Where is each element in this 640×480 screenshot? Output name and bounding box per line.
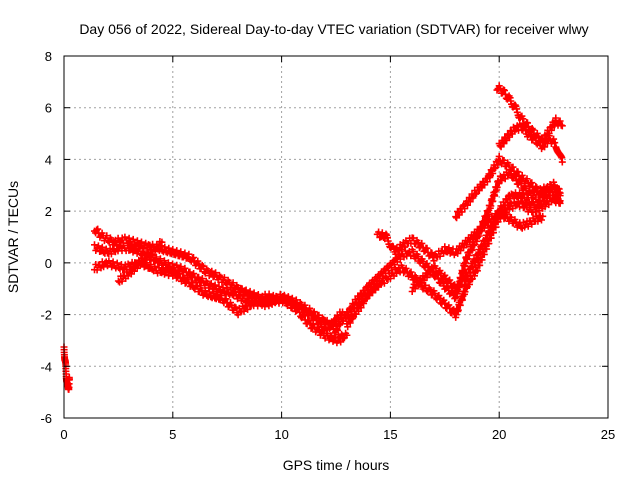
x-tick-label: 5 bbox=[169, 427, 176, 442]
y-tick-label: -2 bbox=[40, 308, 52, 323]
data-point-markers bbox=[452, 152, 564, 222]
data-point-markers bbox=[60, 343, 73, 393]
x-tick-label: 20 bbox=[492, 427, 506, 442]
x-axis-label: GPS time / hours bbox=[283, 457, 390, 473]
data-point-markers bbox=[408, 182, 564, 295]
y-axis-label: SDTVAR / TECUs bbox=[5, 181, 21, 293]
x-tick-label: 0 bbox=[60, 427, 67, 442]
data-point-markers bbox=[91, 256, 351, 347]
plot-frame bbox=[63, 55, 609, 419]
grid-lines bbox=[64, 56, 608, 418]
data-point-markers bbox=[343, 192, 564, 331]
data-point-markers bbox=[495, 120, 566, 166]
y-tick-label: -6 bbox=[40, 411, 52, 426]
series-arc-6 bbox=[343, 192, 564, 331]
y-tick-label: 8 bbox=[45, 49, 52, 64]
y-tick-label: -4 bbox=[40, 359, 52, 374]
series-arc-7 bbox=[373, 208, 547, 265]
data-point-markers bbox=[114, 238, 166, 286]
series-arc-9 bbox=[452, 152, 564, 222]
series-arc-3 bbox=[91, 256, 351, 347]
x-tick-label: 15 bbox=[383, 427, 397, 442]
y-tick-label: 0 bbox=[45, 256, 52, 271]
data-point-markers bbox=[373, 208, 547, 265]
y-tick-label: 2 bbox=[45, 204, 52, 219]
series-arc-1 bbox=[91, 225, 347, 334]
axis-ticks: 0 5 10 15 20 25 -6 -4 -2 0 2 4 6 8 bbox=[40, 49, 615, 442]
chart-title: Day 056 of 2022, Sidereal Day-to-day VTE… bbox=[79, 21, 588, 37]
series-arc-8 bbox=[408, 182, 564, 295]
series-arc-11 bbox=[495, 120, 566, 166]
y-tick-label: 6 bbox=[45, 101, 52, 116]
x-tick-label: 10 bbox=[274, 427, 288, 442]
data-markers bbox=[60, 82, 566, 393]
y-tick-label: 4 bbox=[45, 152, 52, 167]
data-point-markers bbox=[91, 225, 347, 334]
series-arc-4 bbox=[114, 238, 166, 286]
series-arc-early bbox=[60, 343, 73, 393]
x-tick-label: 25 bbox=[601, 427, 615, 442]
